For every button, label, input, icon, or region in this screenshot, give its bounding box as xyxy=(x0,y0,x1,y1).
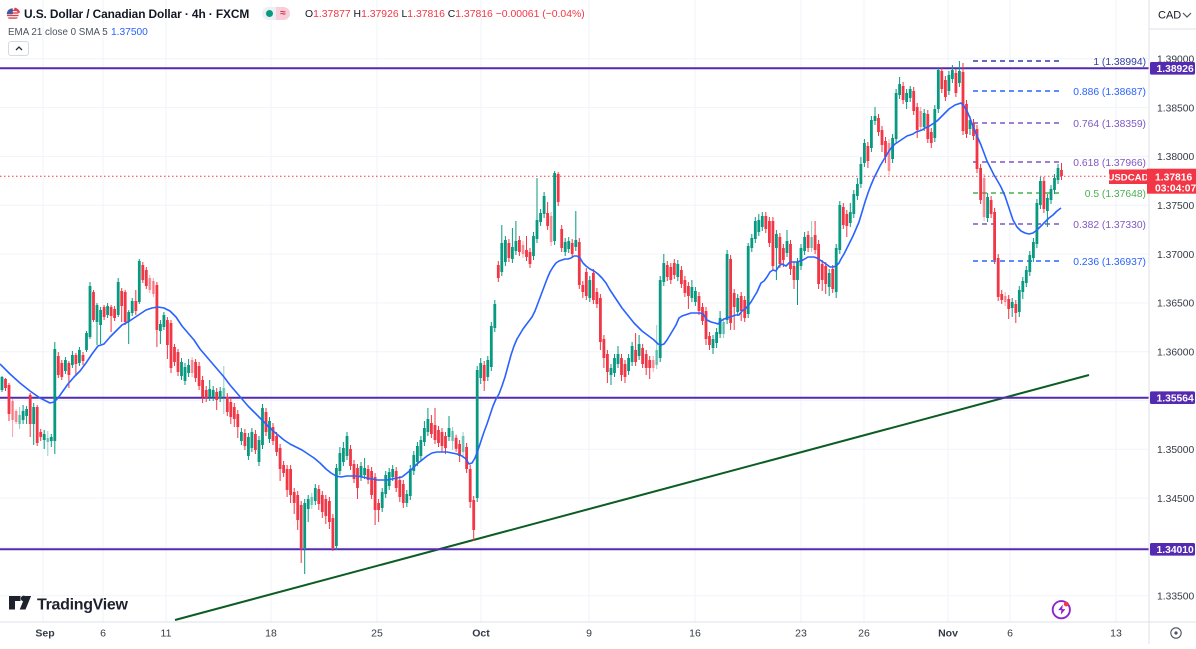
svg-text:18: 18 xyxy=(265,628,277,640)
svg-text:1.38500: 1.38500 xyxy=(1157,103,1194,114)
svg-text:1.39000: 1.39000 xyxy=(1157,55,1194,66)
svg-text:11: 11 xyxy=(161,628,172,640)
svg-text:0.764 (1.38359): 0.764 (1.38359) xyxy=(1073,119,1146,130)
svg-text:0.5 (1.37648): 0.5 (1.37648) xyxy=(1085,189,1146,200)
svg-text:0.236 (1.36937): 0.236 (1.36937) xyxy=(1073,257,1146,268)
svg-text:9: 9 xyxy=(586,628,592,640)
svg-text:1.37816: 1.37816 xyxy=(1155,172,1192,183)
svg-text:1.34500: 1.34500 xyxy=(1157,494,1194,505)
svg-text:03:04:07: 03:04:07 xyxy=(1155,183,1196,194)
svg-text:TradingView: TradingView xyxy=(37,597,129,614)
svg-text:1.36500: 1.36500 xyxy=(1157,299,1194,310)
svg-text:1.38000: 1.38000 xyxy=(1157,152,1194,163)
svg-text:1.37000: 1.37000 xyxy=(1157,250,1194,261)
svg-text:Sep: Sep xyxy=(35,628,54,640)
svg-text:1.35564: 1.35564 xyxy=(1157,394,1194,405)
svg-text:26: 26 xyxy=(858,628,870,640)
svg-text:Oct: Oct xyxy=(472,628,490,640)
svg-text:25: 25 xyxy=(371,628,383,640)
svg-text:Nov: Nov xyxy=(938,628,958,640)
svg-text:CAD: CAD xyxy=(1158,10,1181,22)
svg-text:1 (1.38994): 1 (1.38994) xyxy=(1093,57,1146,68)
svg-text:1.37500: 1.37500 xyxy=(1157,201,1194,212)
svg-text:USDCAD: USDCAD xyxy=(1107,172,1148,183)
svg-text:6: 6 xyxy=(1007,628,1013,640)
svg-text:0.618 (1.37966): 0.618 (1.37966) xyxy=(1073,158,1146,169)
svg-text:1.33500: 1.33500 xyxy=(1157,592,1194,603)
svg-text:13: 13 xyxy=(1110,628,1122,640)
svg-text:0.886 (1.38687): 0.886 (1.38687) xyxy=(1073,87,1146,98)
svg-text:16: 16 xyxy=(689,628,701,640)
svg-text:23: 23 xyxy=(795,628,807,640)
svg-text:6: 6 xyxy=(100,628,106,640)
svg-text:1.35000: 1.35000 xyxy=(1157,445,1194,456)
svg-text:1.34010: 1.34010 xyxy=(1157,545,1194,556)
svg-text:0.382 (1.37330): 0.382 (1.37330) xyxy=(1073,220,1146,231)
svg-text:1.38926: 1.38926 xyxy=(1157,64,1194,75)
svg-text:1.36000: 1.36000 xyxy=(1157,347,1194,358)
